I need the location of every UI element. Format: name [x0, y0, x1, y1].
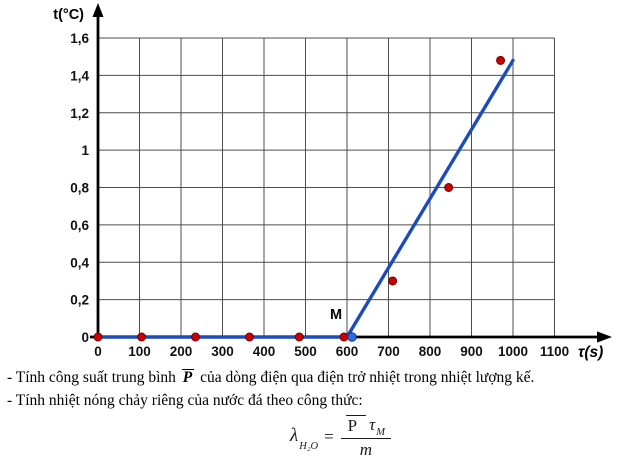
lambda-subscript: H₂O: [299, 441, 319, 453]
data-point: [137, 332, 147, 342]
x-tick-label: 200: [170, 344, 193, 359]
x-tick-label: 500: [294, 344, 317, 359]
data-point: [191, 332, 201, 342]
fraction-denominator: m: [359, 439, 372, 459]
y-tick-label: 0,4: [70, 255, 89, 270]
chart: 0 100 200 300 400 500 600 700 800 900 1000 1100 0 0,2…: [53, 3, 612, 361]
y-tick-label: 1,6: [70, 31, 89, 46]
p-bar-numerator: P: [345, 415, 367, 435]
chart-svg: 0 100 200 300 400 500 600 700 800 900 1000 1100 0 0,2…: [53, 3, 612, 361]
lambda-symbol: λ: [290, 425, 299, 447]
p-bar-symbol: P: [181, 369, 195, 386]
x-tick-label: 900: [460, 344, 483, 359]
data-point: [496, 55, 506, 65]
y-tick-label: 1: [81, 143, 89, 158]
y-tick-label: 1,4: [70, 68, 89, 83]
y-tick-label: 0,2: [70, 293, 89, 308]
x-tick-label: 700: [377, 344, 400, 359]
x-tick-label: 800: [419, 344, 442, 359]
x-tick-label: 100: [128, 344, 151, 359]
x-tick-label: 600: [336, 344, 359, 359]
x-tick-label: 1100: [540, 344, 569, 359]
x-axis-title: τ(s): [578, 344, 603, 361]
data-point: [444, 183, 454, 192]
x-axis-arrow: [597, 331, 612, 343]
equals-sign: =: [324, 426, 334, 446]
lambda-term: λH₂O: [290, 425, 318, 452]
kink-point-marker: [347, 332, 357, 342]
y-tick-label: 0,6: [70, 218, 89, 233]
point-label-M: M: [330, 307, 342, 323]
data-point: [93, 332, 103, 342]
y-axis-title: t(°C): [53, 7, 84, 23]
x-tick-label: 0: [94, 344, 102, 359]
y-tick-label: 0,8: [70, 181, 89, 196]
caption-line-1: - Tính công suất trung bình P của dòng đ…: [7, 368, 617, 387]
caption-1-suffix: của dòng điện qua điện trở nhiệt trong n…: [196, 369, 535, 386]
data-point: [339, 332, 349, 342]
y-tick-label: 0: [81, 330, 89, 345]
x-tick-label: 400: [253, 344, 276, 359]
data-point: [388, 276, 398, 286]
x-tick-label: 1000: [498, 344, 528, 359]
caption-1-prefix: - Tính công suất trung bình: [7, 369, 180, 386]
data-point: [244, 332, 254, 342]
caption-line-2: - Tính nhiệt nóng chảy riêng của nước đá…: [7, 392, 363, 409]
data-point: [294, 332, 304, 342]
y-axis-arrow: [92, 3, 104, 17]
y-tick-label: 1,2: [70, 106, 89, 121]
x-tick-label: 300: [211, 344, 234, 359]
tau-symbol: τ: [369, 415, 376, 435]
tau-subscript: M: [376, 427, 385, 439]
